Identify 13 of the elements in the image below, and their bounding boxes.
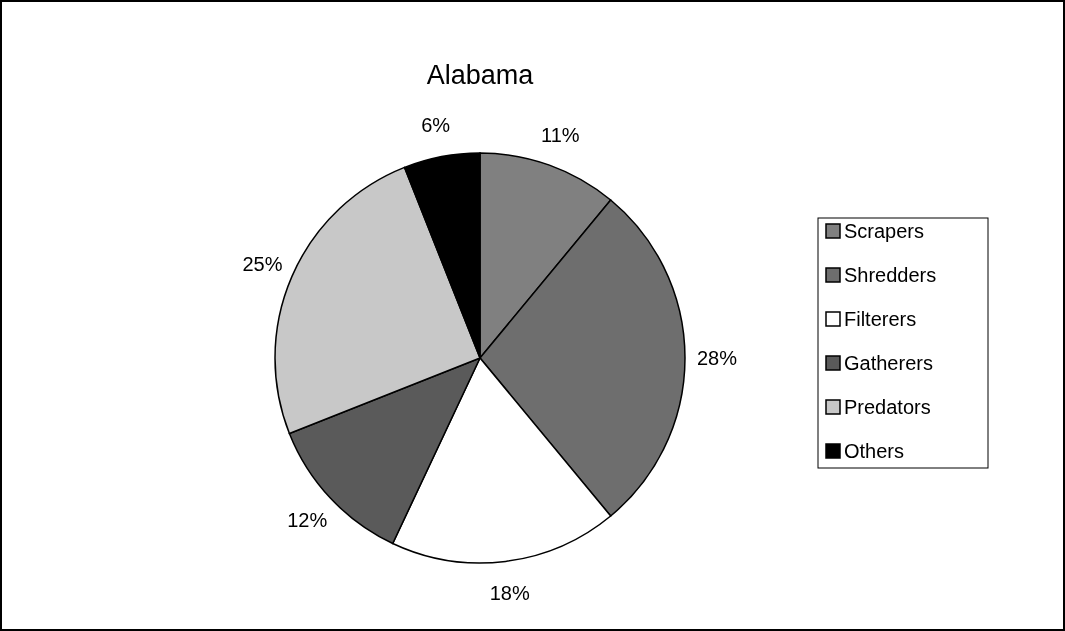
data-label: 28% [696, 347, 738, 369]
data-label: 12% [287, 509, 328, 532]
legend-label: Others [844, 440, 905, 462]
data-label: 6% [421, 114, 451, 137]
legend-label: Shredders [844, 264, 937, 286]
legend-label: Filterers [844, 308, 917, 330]
data-label: 11% [541, 124, 580, 147]
legend-label: Predators [844, 396, 931, 418]
data-label: 25% [242, 252, 283, 275]
legend-label: Gatherers [844, 352, 933, 374]
data-label: 18% [489, 582, 530, 605]
legend-label: Scrapers [844, 220, 925, 242]
chart-title: Alabama [426, 60, 535, 90]
